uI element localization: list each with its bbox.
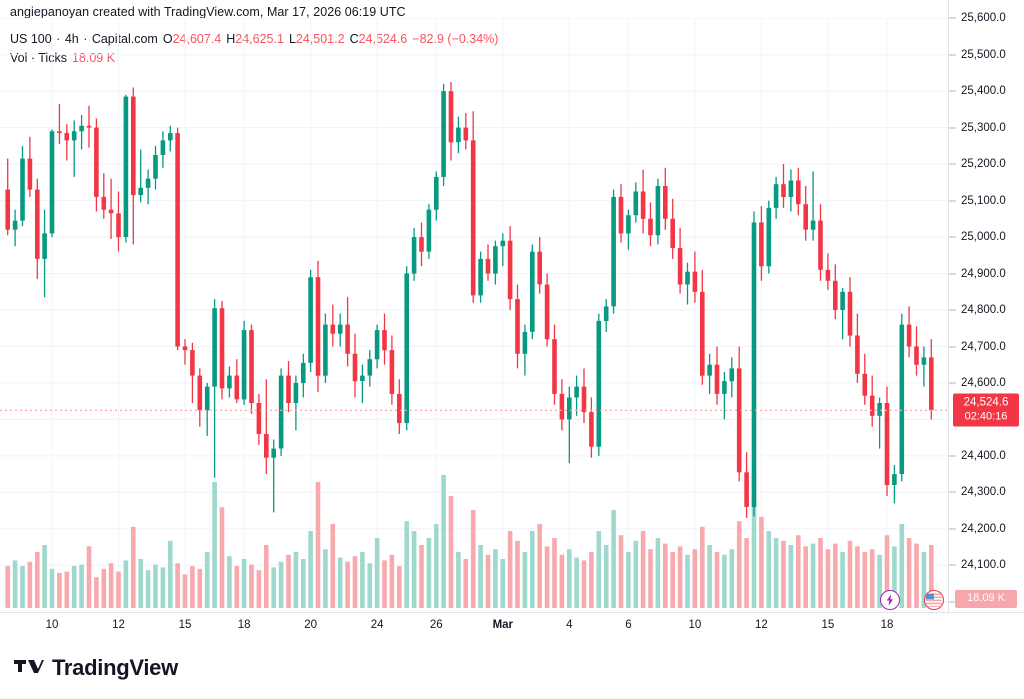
price-tick-label: 25,000.0	[961, 231, 1006, 244]
lightning-bolt-icon[interactable]	[880, 590, 900, 610]
time-tick-label: Mar	[492, 619, 514, 631]
tradingview-mark-icon	[14, 660, 44, 673]
price-tick-dash	[949, 90, 956, 92]
flag-glyph	[925, 593, 943, 607]
legend-high-value: 24,625.1	[235, 32, 284, 46]
legend-symbol[interactable]: US 100	[10, 32, 52, 46]
price-tick-label: 24,100.0	[961, 559, 1006, 572]
us-flag-icon[interactable]	[924, 590, 944, 610]
time-tick-label: 12	[112, 619, 125, 631]
price-tick-dash	[949, 455, 956, 457]
legend-close-label: C	[349, 32, 359, 46]
time-tick-label: 6	[625, 619, 632, 631]
bar-countdown: 02:40:16	[964, 410, 1008, 423]
price-tick-label: 25,400.0	[961, 85, 1006, 98]
price-tick-label: 25,200.0	[961, 158, 1006, 171]
legend-open-label: O	[162, 32, 173, 46]
legend-low-value: 24,501.2	[295, 32, 345, 46]
legend-exchange: Capital.com	[91, 32, 158, 46]
time-tick-label: 24	[370, 619, 384, 631]
volume-value-badge[interactable]: 18.09 K	[955, 590, 1017, 608]
price-tick-dash	[949, 491, 956, 493]
time-tick-label: 18	[880, 619, 894, 631]
time-scale-axis[interactable]: 10 12 15 18 20 24 26 Mar 4 6 10 12 15 18	[0, 612, 1024, 640]
time-tick-label: 12	[754, 619, 768, 631]
price-tick-label: 24,600.0	[961, 376, 1006, 389]
price-tick-label: 25,300.0	[961, 121, 1006, 134]
time-tick-label: 15	[821, 619, 835, 631]
legend-close-value: 24,524.6	[358, 32, 408, 46]
price-tick-label: 24,300.0	[961, 486, 1006, 499]
time-tick-label: 18	[237, 619, 251, 631]
current-price-badge[interactable]: 24,524.6 02:40:16	[953, 393, 1019, 427]
current-price-value: 24,524.6	[963, 396, 1009, 409]
time-tick-label: 4	[566, 619, 573, 631]
price-tick-dash	[949, 382, 956, 384]
price-tick-dash	[949, 309, 956, 311]
price-tick-dash	[949, 17, 956, 19]
time-tick-label: 10	[45, 619, 59, 631]
price-tick-label: 24,800.0	[961, 304, 1006, 316]
time-tick-label: 10	[688, 619, 702, 631]
price-scale-axis[interactable]: 25,600.0 25,500.0 25,400.0 25,300.0 25,200.0…	[948, 0, 1024, 620]
legend-high-label: H	[226, 32, 236, 46]
time-tick-label: 20	[304, 619, 317, 631]
time-tick-label: 15	[178, 619, 192, 631]
price-tick-label: 24,200.0	[961, 522, 1006, 535]
price-tick-dash	[949, 564, 956, 566]
price-tick-label: 25,100.0	[961, 194, 1006, 207]
price-tick-dash	[949, 127, 956, 129]
price-tick-dash	[949, 200, 956, 202]
tradingview-footer-logo: TradingView	[14, 655, 178, 681]
price-tick-dash	[949, 54, 956, 56]
price-tick-label: 24,700.0	[961, 340, 1006, 353]
chart-gridlines	[0, 18, 948, 608]
price-tick-dash	[949, 601, 956, 603]
legend-change-value: −82.9 (−0.34%)	[412, 32, 499, 46]
price-tick-dash	[949, 346, 956, 347]
volume-series	[5, 468, 934, 608]
candlestick-series	[5, 82, 934, 518]
chart-pane[interactable]	[0, 18, 948, 608]
price-tick-dash	[949, 273, 956, 274]
time-tick-label: 26	[429, 619, 443, 631]
bolt-glyph	[886, 594, 894, 606]
price-tick-label: 25,500.0	[961, 48, 1006, 61]
attribution-text: angiepanoyan created with TradingView.co…	[10, 5, 406, 19]
price-tick-dash	[949, 528, 956, 530]
current-price-line	[0, 409, 948, 411]
price-tick-dash	[949, 163, 956, 165]
tradingview-brand-text: TradingView	[52, 655, 178, 680]
price-tick-label: 24,400.0	[961, 449, 1006, 462]
price-tick-label: 24,900.0	[961, 267, 1006, 280]
legend-ohlc-row: US 100 · 4h · Capital.com O24,607.4 H24,62…	[10, 32, 499, 46]
price-tick-label: 25,600.0	[961, 12, 1006, 25]
legend-interval[interactable]: 4h	[64, 32, 79, 46]
legend-low-label: L	[288, 32, 296, 46]
price-tick-dash	[949, 236, 956, 238]
